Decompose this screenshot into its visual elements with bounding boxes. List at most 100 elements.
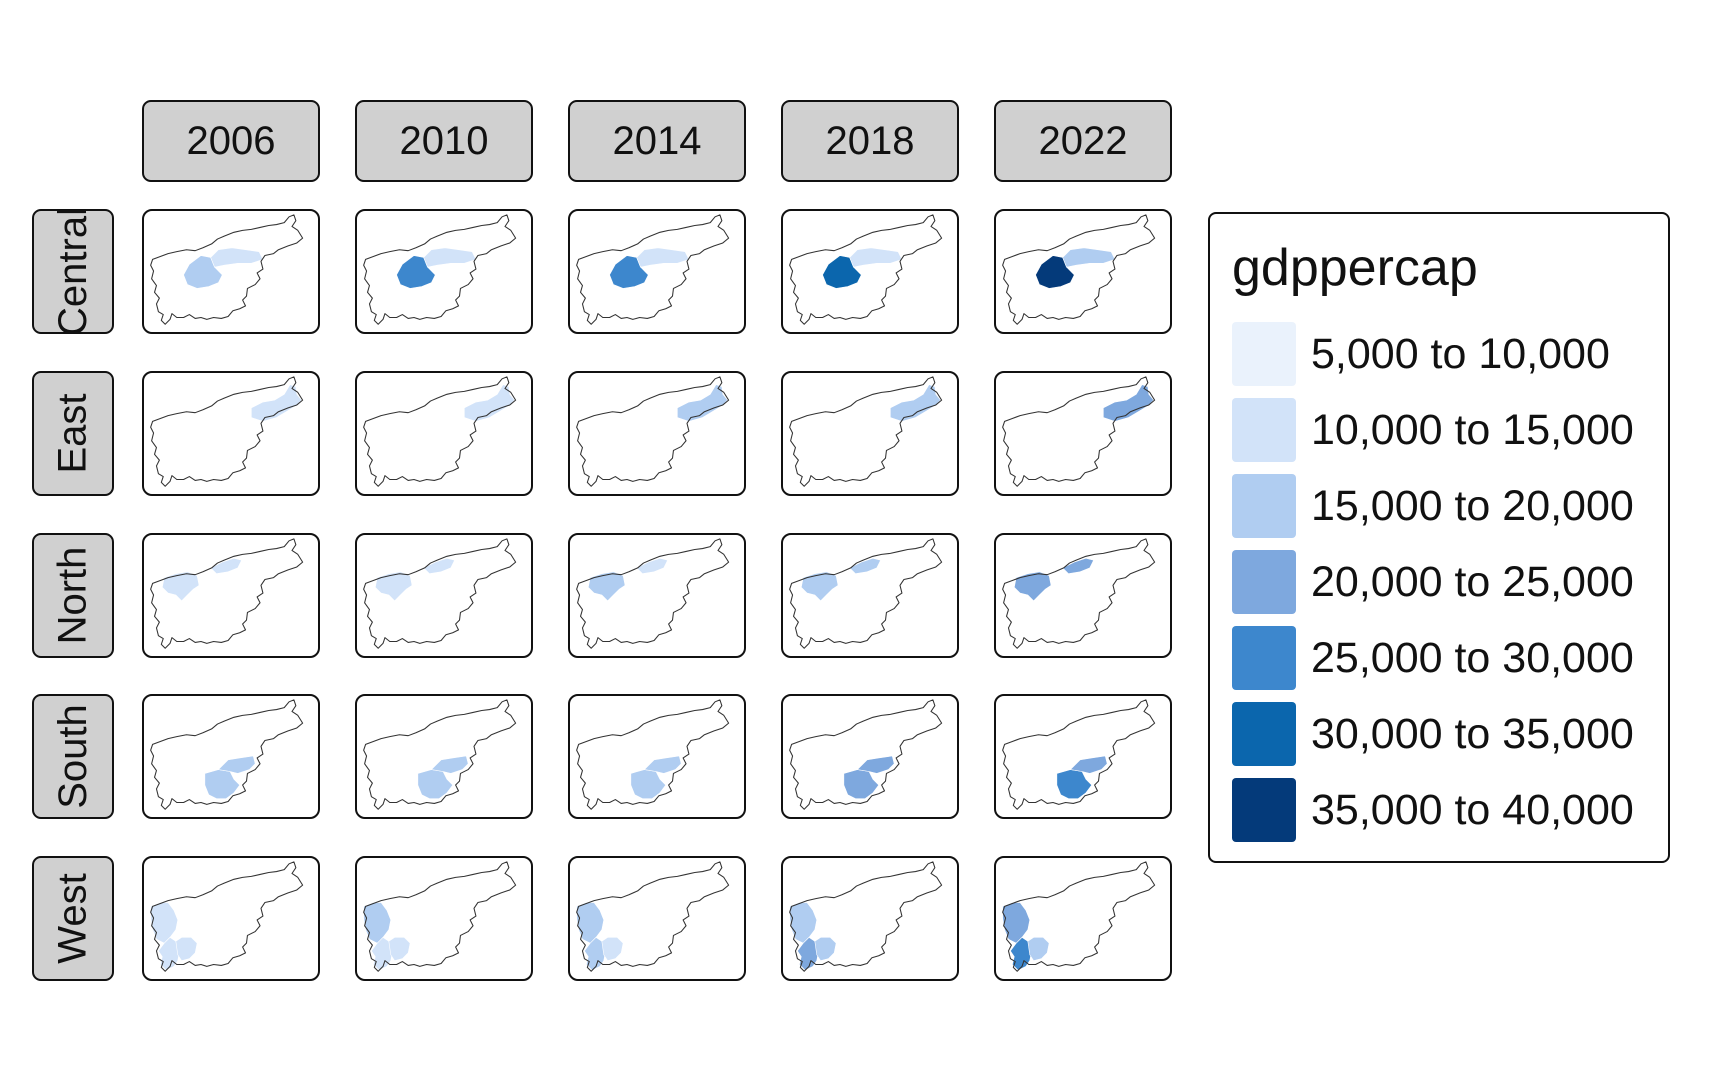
facet-strip-label: South (50, 704, 95, 809)
country-outline (363, 214, 517, 325)
region-fill-north-0 (374, 571, 413, 602)
country-outline (789, 214, 943, 325)
region-fill-central-0 (1035, 255, 1075, 289)
region-fill-east-0 (890, 384, 942, 422)
map-svg (150, 699, 304, 810)
region-fill-south-0 (1056, 769, 1093, 799)
map-panel-east-2022 (994, 371, 1172, 496)
map-panel-central-2018 (781, 209, 959, 334)
legend-item: 30,000 to 35,000 (1232, 702, 1652, 766)
region-fill-west-0 (363, 902, 392, 944)
map-svg (150, 376, 304, 487)
facet-strip-year-2022: 2022 (994, 100, 1172, 182)
facet-strip-label: North (50, 546, 95, 645)
region-fill-west-2 (1027, 937, 1050, 961)
legend-item: 35,000 to 40,000 (1232, 778, 1652, 842)
region-fill-east-0 (251, 384, 303, 422)
region-fill-central-0 (822, 255, 862, 289)
legend-swatch (1232, 702, 1296, 766)
country-outline (576, 214, 730, 325)
region-fill-north-0 (1013, 571, 1052, 602)
map-panel-north-2014 (568, 533, 746, 658)
region-fill-north-1 (210, 557, 243, 575)
region-fill-north-0 (800, 571, 839, 602)
legend-item: 10,000 to 15,000 (1232, 398, 1652, 462)
map-svg (150, 861, 304, 972)
map-panel-central-2010 (355, 209, 533, 334)
legend-swatch (1232, 474, 1296, 538)
country-outline (1002, 699, 1156, 810)
legend-label: 20,000 to 25,000 (1311, 558, 1634, 606)
legend-item: 20,000 to 25,000 (1232, 550, 1652, 614)
facet-strip-label: East (50, 393, 95, 474)
map-panel-north-2006 (142, 533, 320, 658)
legend-label: 30,000 to 35,000 (1311, 710, 1634, 758)
map-panel-east-2014 (568, 371, 746, 496)
region-fill-north-0 (587, 571, 626, 602)
map-svg (363, 376, 517, 487)
legend-item: 5,000 to 10,000 (1232, 322, 1652, 386)
region-fill-north-1 (849, 557, 882, 575)
map-svg (576, 861, 730, 972)
facet-strip-year-2006: 2006 (142, 100, 320, 182)
region-fill-west-2 (175, 937, 198, 961)
facet-strip-region-east: East (32, 371, 114, 496)
map-svg (1002, 214, 1156, 325)
map-svg (789, 699, 943, 810)
map-panel-west-2006 (142, 856, 320, 981)
region-fill-west-0 (1002, 902, 1031, 944)
legend-item: 25,000 to 30,000 (1232, 626, 1652, 690)
map-svg (576, 214, 730, 325)
map-panel-west-2014 (568, 856, 746, 981)
map-panel-south-2010 (355, 694, 533, 819)
map-panel-central-2022 (994, 209, 1172, 334)
map-panel-central-2006 (142, 209, 320, 334)
map-panel-east-2010 (355, 371, 533, 496)
region-fill-central-1 (636, 247, 690, 268)
map-svg (363, 699, 517, 810)
region-fill-north-1 (423, 557, 456, 575)
country-outline (1002, 376, 1156, 487)
region-fill-west-2 (814, 937, 837, 961)
country-outline (363, 699, 517, 810)
region-fill-east-0 (677, 384, 729, 422)
map-svg (150, 538, 304, 649)
legend-label: 15,000 to 20,000 (1311, 482, 1634, 530)
region-fill-west-2 (388, 937, 411, 961)
region-fill-central-1 (1062, 247, 1116, 268)
legend-swatch (1232, 322, 1296, 386)
country-outline (150, 214, 304, 325)
region-fill-south-1 (643, 755, 682, 774)
legend-swatch (1232, 626, 1296, 690)
country-outline (576, 538, 730, 649)
country-outline (150, 538, 304, 649)
region-fill-south-0 (630, 769, 667, 799)
country-outline (789, 861, 943, 972)
map-panel-central-2014 (568, 209, 746, 334)
legend-swatch (1232, 398, 1296, 462)
map-panel-south-2022 (994, 694, 1172, 819)
country-outline (576, 861, 730, 972)
country-outline (1002, 214, 1156, 325)
map-panel-west-2010 (355, 856, 533, 981)
region-fill-central-1 (849, 247, 903, 268)
map-svg (363, 861, 517, 972)
legend: gdppercap 5,000 to 10,000 10,000 to 15,00… (1208, 212, 1670, 863)
map-panel-south-2018 (781, 694, 959, 819)
region-fill-east-0 (1103, 384, 1155, 422)
map-panel-north-2022 (994, 533, 1172, 658)
facet-strip-region-central: Central (32, 207, 114, 336)
map-svg (1002, 538, 1156, 649)
facet-strip-region-south: South (32, 694, 114, 819)
region-fill-central-0 (183, 255, 223, 289)
region-fill-south-1 (430, 755, 469, 774)
map-svg (789, 861, 943, 972)
map-panel-east-2006 (142, 371, 320, 496)
region-fill-east-0 (464, 384, 516, 422)
map-svg (576, 538, 730, 649)
region-fill-west-0 (789, 902, 818, 944)
map-svg (576, 376, 730, 487)
map-svg (363, 538, 517, 649)
map-svg (576, 699, 730, 810)
